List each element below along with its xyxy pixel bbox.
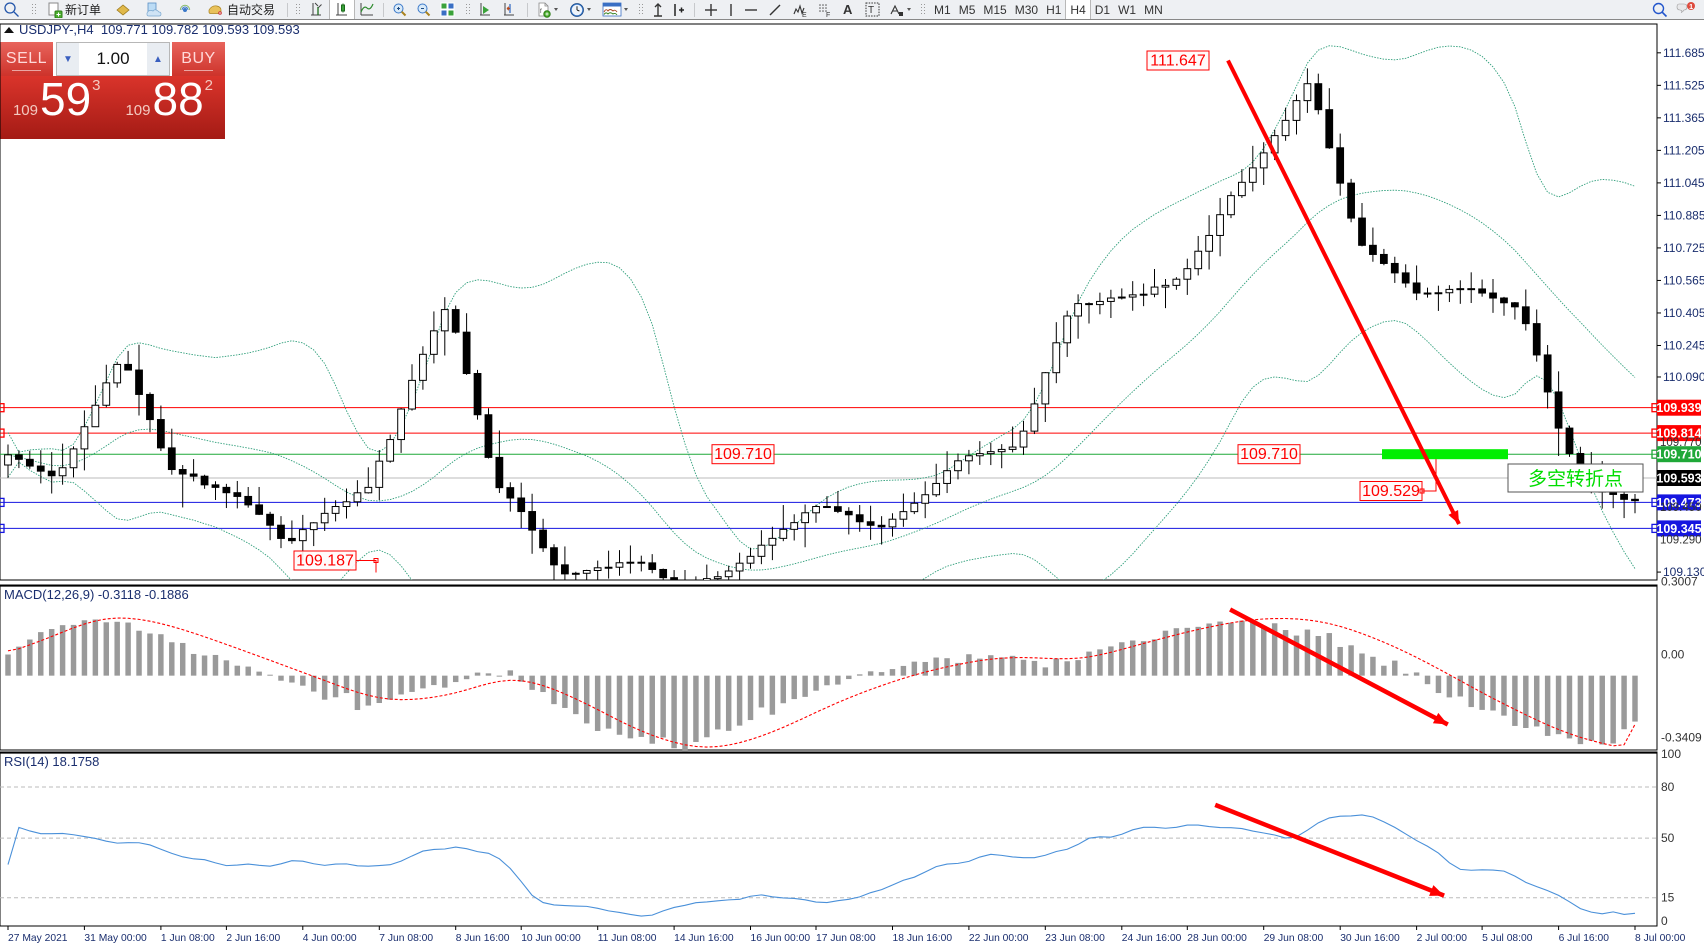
- svg-text:111.647: 111.647: [1150, 53, 1206, 70]
- svg-text:30 Jun 16:00: 30 Jun 16:00: [1340, 933, 1400, 943]
- svg-text:109.710: 109.710: [1656, 448, 1701, 462]
- svg-text:4 Jun 00:00: 4 Jun 00:00: [303, 933, 357, 943]
- svg-text:F: F: [826, 12, 830, 18]
- svg-text:27 May 2021: 27 May 2021: [8, 933, 68, 943]
- svg-text:111.205: 111.205: [1663, 143, 1704, 157]
- svg-text:MACD(12,26,9) -0.3118 -0.1886: MACD(12,26,9) -0.3118 -0.1886: [4, 587, 189, 602]
- svg-text:RSI(14) 18.1758: RSI(14) 18.1758: [4, 754, 99, 769]
- svg-text:-0.3409: -0.3409: [1661, 731, 1702, 745]
- svg-text:80: 80: [1661, 780, 1675, 794]
- svg-text:T: T: [868, 5, 874, 16]
- svg-text:11 Jun 08:00: 11 Jun 08:00: [598, 933, 657, 943]
- svg-text:110.565: 110.565: [1663, 273, 1704, 287]
- svg-text:10 Jun 00:00: 10 Jun 00:00: [521, 933, 581, 943]
- svg-text:109.290: 109.290: [1660, 535, 1702, 547]
- svg-text:111.045: 111.045: [1663, 176, 1704, 190]
- svg-text:A: A: [843, 2, 853, 17]
- svg-text:23 Jun 08:00: 23 Jun 08:00: [1045, 933, 1105, 943]
- svg-text:110.725: 110.725: [1663, 241, 1704, 255]
- svg-text:28 Jun 00:00: 28 Jun 00:00: [1187, 933, 1247, 943]
- svg-text:111.365: 111.365: [1663, 111, 1704, 125]
- svg-text:109.710: 109.710: [1240, 446, 1298, 463]
- svg-text:31 May 00:00: 31 May 00:00: [84, 933, 147, 943]
- svg-text:109.529: 109.529: [1362, 483, 1420, 500]
- svg-text:100: 100: [1661, 747, 1681, 761]
- svg-text:17 Jun 08:00: 17 Jun 08:00: [816, 933, 876, 943]
- svg-text:2 Jun 16:00: 2 Jun 16:00: [226, 933, 280, 943]
- svg-text:110.885: 110.885: [1663, 208, 1704, 222]
- svg-text:109.939: 109.939: [1656, 401, 1701, 415]
- svg-text:109.593: 109.593: [1656, 472, 1701, 486]
- svg-text:24 Jun 16:00: 24 Jun 16:00: [1122, 933, 1182, 943]
- svg-text:109.450: 109.450: [1660, 502, 1702, 514]
- svg-text:多空转折点: 多空转折点: [1528, 468, 1623, 490]
- svg-text:110.090: 110.090: [1663, 370, 1704, 384]
- svg-text:1: 1: [1689, 2, 1693, 11]
- svg-text:14 Jun 16:00: 14 Jun 16:00: [674, 933, 734, 943]
- svg-text:29 Jun 08:00: 29 Jun 08:00: [1264, 933, 1324, 943]
- svg-text:E: E: [802, 12, 807, 18]
- svg-text:16 Jun 00:00: 16 Jun 00:00: [751, 933, 811, 943]
- svg-text:0.3007: 0.3007: [1661, 574, 1698, 588]
- svg-text:1 Jun 08:00: 1 Jun 08:00: [161, 933, 215, 943]
- svg-text:111.685: 111.685: [1663, 46, 1704, 60]
- svg-text:15: 15: [1661, 891, 1675, 905]
- svg-text:6 Jul 16:00: 6 Jul 16:00: [1559, 933, 1610, 943]
- svg-text:8 Jul 00:00: 8 Jul 00:00: [1635, 933, 1686, 943]
- svg-text:110.245: 110.245: [1663, 339, 1704, 353]
- svg-text:111.525: 111.525: [1663, 78, 1704, 92]
- svg-text:2 Jul 00:00: 2 Jul 00:00: [1417, 933, 1468, 943]
- svg-text:7 Jun 08:00: 7 Jun 08:00: [379, 933, 433, 943]
- svg-text:18 Jun 16:00: 18 Jun 16:00: [893, 933, 953, 943]
- svg-text:109.710: 109.710: [714, 446, 772, 463]
- svg-text:5 Jul 08:00: 5 Jul 08:00: [1482, 933, 1533, 943]
- svg-text:8 Jun 16:00: 8 Jun 16:00: [456, 933, 510, 943]
- svg-text:22 Jun 00:00: 22 Jun 00:00: [969, 933, 1029, 943]
- svg-text:50: 50: [1661, 831, 1675, 845]
- svg-text:109.187: 109.187: [296, 553, 354, 570]
- svg-text:110.405: 110.405: [1663, 306, 1704, 320]
- svg-text:0.00: 0.00: [1661, 648, 1685, 662]
- svg-text:0: 0: [1661, 914, 1668, 928]
